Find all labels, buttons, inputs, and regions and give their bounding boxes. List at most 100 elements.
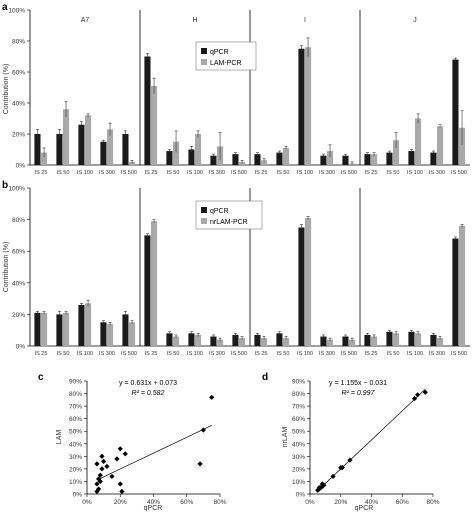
panel-b-bars xyxy=(34,216,466,346)
a-bar-qpcr xyxy=(144,56,151,165)
b-bar-qpcr xyxy=(100,322,107,346)
a-bar-qpcr xyxy=(254,154,261,165)
panel-c-equation: y = 0.631x + 0.073 xyxy=(119,380,177,387)
a-bar-lam xyxy=(327,151,334,165)
panel-a-ylabel: Contribution (%) xyxy=(3,64,10,115)
d-data-point xyxy=(330,473,336,480)
c-data-point xyxy=(117,446,123,452)
panel-b-y-ticks: 0% 20% 40% 60% 80% 100% xyxy=(8,186,30,351)
a-y-tick-label: 0% xyxy=(16,163,26,170)
b-bar-qpcr xyxy=(364,334,371,346)
a-bar-qpcr xyxy=(408,151,415,165)
a-category-label: IS 500 xyxy=(341,170,357,176)
panel-d-trendline xyxy=(317,388,426,491)
panel-c-trendline xyxy=(96,425,212,481)
a-category-label: IS 500 xyxy=(451,170,467,176)
a-category-label: IS 50 xyxy=(167,170,180,176)
c-y-tick-label: 0% xyxy=(73,492,83,499)
a-group-label: A7 xyxy=(81,17,90,24)
a-bar-lam xyxy=(459,127,466,165)
b-bar-qpcr xyxy=(408,331,415,346)
b-bar-qpcr xyxy=(78,304,85,346)
c-x-tick-label: 20% xyxy=(114,499,127,506)
a-bar-qpcr xyxy=(78,124,85,165)
a-bar-lam xyxy=(41,152,48,165)
c-y-tick-label: 40% xyxy=(69,441,82,448)
d-data-point xyxy=(321,482,327,488)
d-data-point xyxy=(347,457,353,463)
a-category-label: IS 25 xyxy=(35,170,48,176)
panel-c-axes xyxy=(86,381,220,495)
b-y-tick-label: 60% xyxy=(12,249,25,256)
d-y-tick-label: 20% xyxy=(292,466,305,473)
panel-a-legend-lam: LAM-PCR xyxy=(210,60,242,67)
a-group-label: H xyxy=(192,17,197,24)
a-bar-qpcr xyxy=(298,48,305,165)
b-bar-qpcr xyxy=(56,314,63,346)
a-category-label: IS 300 xyxy=(319,170,335,176)
b-category-label: IS 50 xyxy=(57,351,70,357)
b-category-label: IS 300 xyxy=(429,351,445,357)
panel-b-ylabel: Contribution (%) xyxy=(3,242,10,293)
panel-a-legend-qpcr: qPCR xyxy=(210,49,229,56)
a-bar-lam xyxy=(195,134,202,165)
b-bar-lam xyxy=(349,339,356,346)
b-bar-qpcr xyxy=(166,333,173,346)
panel-d-xlabel: qPCR xyxy=(355,505,374,512)
b-category-label: IS 25 xyxy=(145,351,158,357)
a-bar-lam xyxy=(393,140,400,165)
d-data-point xyxy=(339,465,345,471)
c-data-point xyxy=(200,427,206,433)
b-y-tick-label: 40% xyxy=(12,280,25,287)
b-category-label: IS 500 xyxy=(231,351,247,357)
b-bar-lam xyxy=(437,338,444,346)
panel-a: a Contribution (%) 0% 20% 40% 60% 80% 100% A7… xyxy=(2,2,470,176)
a-group-label: J xyxy=(413,17,417,24)
c-data-point xyxy=(94,461,100,467)
a-bar-lam xyxy=(85,115,92,165)
a-bar-qpcr xyxy=(364,154,371,165)
b-bar-lam xyxy=(129,322,136,346)
c-y-tick-label: 30% xyxy=(69,454,82,461)
b-y-tick-label: 80% xyxy=(12,217,25,224)
b-bar-lam xyxy=(217,339,224,346)
d-y-tick-label: 60% xyxy=(292,416,305,423)
a-category-label: IS 300 xyxy=(99,170,115,176)
b-category-label: IS 500 xyxy=(121,351,137,357)
b-bar-qpcr xyxy=(254,334,261,346)
c-y-tick-label: 50% xyxy=(69,429,82,436)
b-bar-lam xyxy=(415,333,422,346)
a-category-label: IS 100 xyxy=(77,170,93,176)
panel-d-letter: d xyxy=(262,372,268,383)
c-x-tick-label: 80% xyxy=(213,499,226,506)
c-y-tick-label: 20% xyxy=(69,466,82,473)
c-data-point xyxy=(96,476,102,482)
a-category-label: IS 50 xyxy=(277,170,290,176)
a-bar-qpcr xyxy=(34,134,41,165)
d-y-tick-label: 30% xyxy=(292,454,305,461)
d-x-tick-label: 40% xyxy=(365,499,378,506)
panel-d-r2: R² = 0.997 xyxy=(342,390,376,397)
d-x-tick-label: 0% xyxy=(305,499,315,506)
a-bar-qpcr xyxy=(210,155,217,165)
c-y-tick-label: 10% xyxy=(69,479,82,486)
b-bar-lam xyxy=(63,312,70,346)
b-bar-lam xyxy=(305,218,312,346)
a-bar-lam xyxy=(63,109,70,165)
panel-c-ticks: 0% 10% 20% 30% 40% 50% 60% 70% 80% 90% 0% 20% 40% 60%… xyxy=(69,379,227,507)
panel-a-category-labels: IS 25 IS 50 IS 100 IS 300 IS 500 IS 25 IS 50 IS… xyxy=(35,170,467,176)
a-bar-qpcr xyxy=(386,152,393,165)
a-bar-qpcr xyxy=(100,141,107,165)
panel-a-legend-box xyxy=(195,41,257,71)
b-category-label: IS 100 xyxy=(407,351,423,357)
panel-d-points xyxy=(315,389,428,493)
panel-a-legend-swatch-lam xyxy=(201,59,207,65)
d-data-point xyxy=(319,481,325,487)
a-y-tick-label: 40% xyxy=(12,101,25,108)
a-bar-lam xyxy=(151,85,158,165)
d-y-tick-label: 10% xyxy=(292,479,305,486)
b-category-label: IS 500 xyxy=(341,351,357,357)
panel-a-axes xyxy=(29,10,470,166)
c-x-tick-label: 40% xyxy=(147,499,160,506)
b-category-label: IS 50 xyxy=(387,351,400,357)
